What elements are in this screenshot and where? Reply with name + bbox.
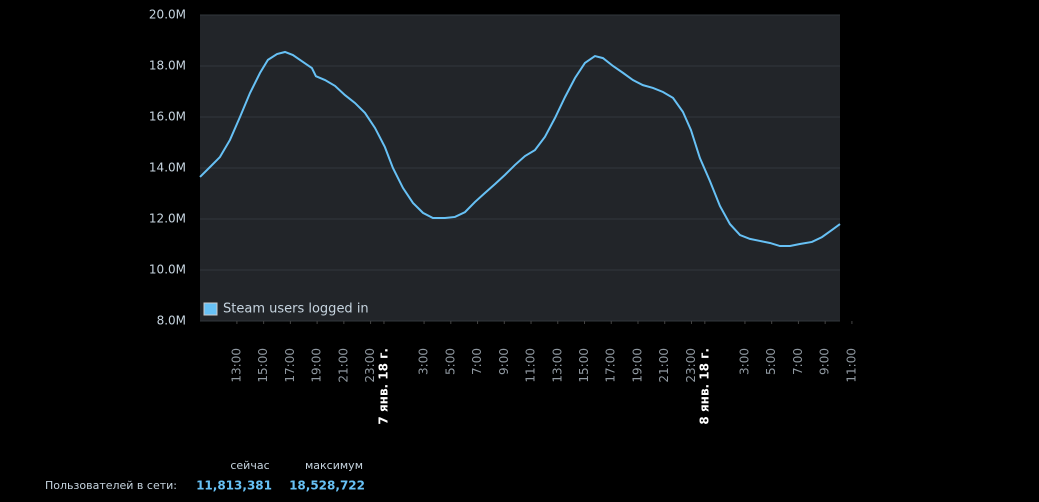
- y-tick-label: 8.0M: [157, 314, 186, 328]
- stats-header: максимум: [305, 459, 363, 472]
- x-tick-label: 17:00: [283, 348, 297, 383]
- x-tick-label: 7:00: [791, 348, 805, 375]
- stats-value: 18,528,722: [289, 479, 365, 493]
- x-tick-label: 3:00: [737, 348, 751, 375]
- x-tick-label: 3:00: [417, 348, 431, 375]
- x-tick-label: 9:00: [818, 348, 832, 375]
- x-tick-label: 21:00: [657, 348, 671, 383]
- x-tick-label: 15:00: [256, 348, 270, 383]
- y-tick-label: 16.0M: [149, 110, 186, 124]
- x-tick-label: 13:00: [229, 348, 243, 383]
- y-tick-label: 14.0M: [149, 161, 186, 175]
- x-tick-label: 9:00: [497, 348, 511, 375]
- x-tick-label: 17:00: [604, 348, 618, 383]
- legend-swatch: [203, 302, 218, 316]
- y-tick-label: 10.0M: [149, 263, 186, 277]
- x-tick-label: 11:00: [844, 348, 858, 383]
- x-tick-label: 7 янв. 18 г.: [376, 348, 390, 425]
- stats-label: Пользователей в сети:: [45, 479, 177, 492]
- y-tick-label: 12.0M: [149, 212, 186, 226]
- x-tick-label: 11:00: [524, 348, 538, 383]
- x-tick-label: 23:00: [363, 348, 377, 383]
- y-tick-label: 20.0M: [149, 8, 186, 22]
- x-tick-label: 5:00: [443, 348, 457, 375]
- series-line: [199, 50, 841, 248]
- stats-header: сейчас: [230, 459, 269, 472]
- stats-value: 11,813,381: [196, 479, 272, 493]
- x-tick-label: 19:00: [310, 348, 324, 383]
- x-tick-label: 15:00: [577, 348, 591, 383]
- x-tick-label: 7:00: [470, 348, 484, 375]
- legend-label: Steam users logged in: [223, 302, 369, 317]
- x-tick-label: 21:00: [336, 348, 350, 383]
- x-tick-label: 23:00: [684, 348, 698, 383]
- x-tick-label: 8 янв. 18 г.: [697, 348, 711, 425]
- x-tick-label: 19:00: [630, 348, 644, 383]
- y-tick-label: 18.0M: [149, 59, 186, 73]
- x-tick-label: 5:00: [764, 348, 778, 375]
- x-tick-label: 13:00: [550, 348, 564, 383]
